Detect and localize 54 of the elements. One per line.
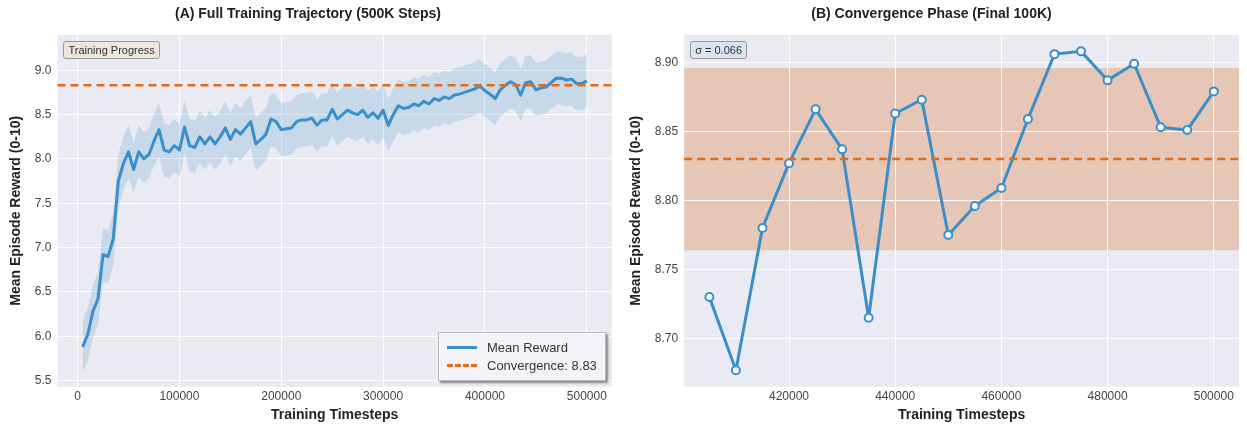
x-tick-label: 480000: [1087, 389, 1128, 404]
point: [1208, 86, 1219, 97]
point: [757, 223, 768, 234]
chart-title: (A) Full Training Trajectory (500K Steps): [174, 5, 442, 22]
y-axis-title: Mean Episode Reward (0-10): [7, 115, 24, 306]
point: [1129, 58, 1140, 69]
x-tick-label: 200000: [261, 389, 302, 404]
chart-title: (B) Convergence Phase (Final 100K): [811, 5, 1052, 22]
y-tick-label: 8.80: [654, 192, 679, 207]
x-axis-title: Training Timesteps: [271, 406, 399, 423]
point: [810, 104, 821, 115]
y-tick-label: 8.90: [654, 54, 679, 69]
x-tick-label: 100000: [159, 389, 200, 404]
x-tick-label: 440000: [875, 389, 916, 404]
point: [943, 229, 954, 240]
x-tick-label: 0: [74, 389, 82, 404]
x-tick-label: 300000: [363, 389, 404, 404]
point: [837, 144, 848, 155]
y-tick-label: 8.5: [34, 106, 52, 121]
legend-label: Convergence: 8.83: [487, 357, 597, 373]
annotation: Training Progress: [63, 40, 160, 59]
point: [730, 365, 741, 376]
y-tick-label: 8.0: [34, 151, 52, 166]
x-tick-label: 500000: [1193, 389, 1235, 404]
point: [996, 183, 1007, 194]
point: [890, 108, 901, 119]
y-axis-title: Mean Episode Reward (0-10): [627, 115, 644, 306]
point: [863, 312, 874, 323]
y-tick-label: 7.0: [34, 239, 52, 254]
annotation: σ = 0.066: [690, 40, 747, 59]
point: [704, 292, 715, 303]
point: [916, 94, 927, 105]
point: [1155, 122, 1166, 133]
point: [1076, 46, 1087, 57]
y-tick-label: 7.5: [34, 195, 52, 210]
x-tick-label: 400000: [464, 389, 506, 404]
x-tick-label: 460000: [981, 389, 1022, 404]
point: [1182, 125, 1193, 136]
y-tick-label: 9.0: [34, 62, 52, 77]
legend-label: Mean Reward: [487, 339, 568, 355]
y-tick-label: 8.85: [654, 123, 679, 138]
point: [1049, 49, 1060, 60]
y-tick-label: 8.75: [654, 261, 679, 276]
x-tick-label: 500000: [566, 389, 608, 404]
point: [784, 158, 795, 169]
y-tick-label: 6.5: [34, 284, 52, 299]
x-tick-label: 420000: [768, 389, 810, 404]
point: [1022, 114, 1033, 124]
x-axis-title: Training Timesteps: [897, 406, 1026, 423]
point: [969, 200, 980, 211]
point: [1102, 75, 1113, 86]
y-tick-label: 8.70: [654, 330, 679, 345]
y-tick-label: 5.5: [34, 372, 52, 387]
y-tick-label: 6.0: [34, 328, 52, 343]
